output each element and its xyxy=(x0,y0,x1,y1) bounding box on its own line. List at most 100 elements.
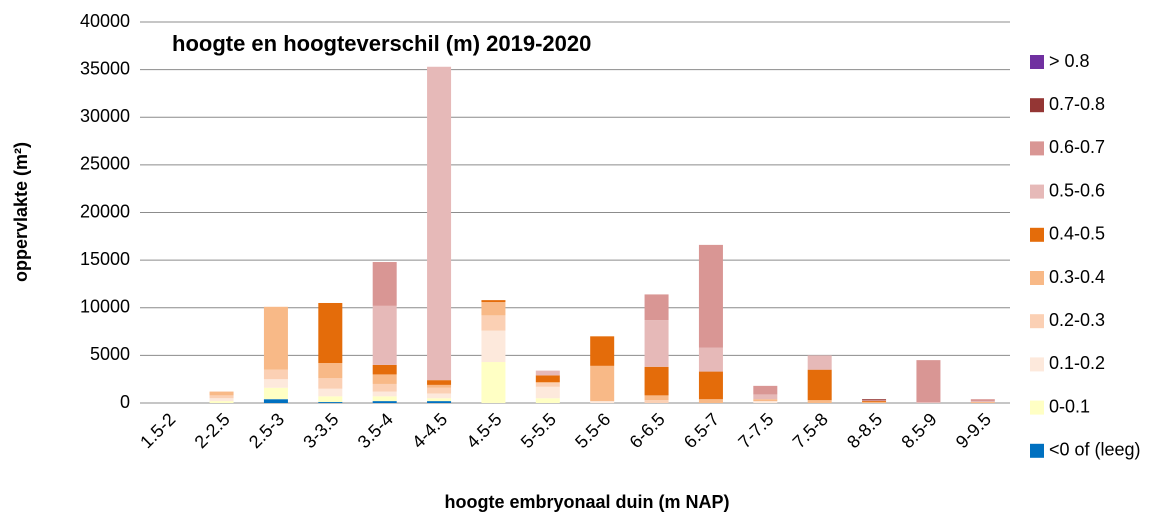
x-tick-label: 1.5-2 xyxy=(136,409,179,452)
bar-segment xyxy=(481,300,506,303)
bar-segment xyxy=(372,364,397,375)
x-tick-label: 7.5-8 xyxy=(789,409,832,452)
x-tick-label: 5.5-6 xyxy=(571,409,614,452)
legend-swatch xyxy=(1030,184,1044,199)
x-tick-label: 8.5-9 xyxy=(897,409,940,452)
bar-segment xyxy=(209,391,234,396)
bar-segment xyxy=(372,401,397,403)
bar-segment xyxy=(263,369,288,380)
x-tick-label: 7-7.5 xyxy=(734,409,777,452)
bar-segment xyxy=(318,302,343,363)
bar-segment xyxy=(970,399,995,402)
legend-swatch xyxy=(1030,227,1044,242)
bar-segment xyxy=(535,398,560,403)
bar-segment xyxy=(970,401,995,403)
bar-segment xyxy=(318,362,343,379)
bar-segment xyxy=(753,394,778,400)
y-tick-label: 25000 xyxy=(80,154,130,174)
bar-segment xyxy=(644,320,669,367)
bar-segment xyxy=(698,244,723,348)
x-tick-label: 3.5-4 xyxy=(354,409,397,452)
bar-segment xyxy=(753,401,778,403)
legend-label: 0.5-0.6 xyxy=(1049,180,1105,200)
x-tick-label: 8-8.5 xyxy=(843,409,886,452)
bar-segment xyxy=(862,400,887,402)
bar-segment xyxy=(427,66,452,381)
bar-segment xyxy=(372,391,397,397)
bar-segment xyxy=(427,387,452,394)
bar-segment xyxy=(427,393,452,399)
bar-segment xyxy=(481,330,506,363)
bar-segment xyxy=(209,401,234,403)
legend-label: <0 of (leeg) xyxy=(1049,440,1141,460)
x-tick-label: 6.5-7 xyxy=(680,409,723,452)
bar-segment xyxy=(481,315,506,331)
y-tick-label: 0 xyxy=(120,392,130,412)
bar-segment xyxy=(644,400,669,403)
bar-segment xyxy=(807,400,832,403)
bar-segment xyxy=(263,379,288,388)
bar-segment xyxy=(427,401,452,403)
y-tick-label: 20000 xyxy=(80,201,130,221)
x-tick-label: 2.5-3 xyxy=(245,409,288,452)
bar-segment xyxy=(916,360,941,403)
bar-segment xyxy=(209,395,234,399)
y-tick-label: 30000 xyxy=(80,106,130,126)
y-tick-label: 35000 xyxy=(80,58,130,78)
bar-segment xyxy=(372,305,397,365)
legend-swatch xyxy=(1030,357,1044,372)
y-tick-label: 5000 xyxy=(90,344,130,364)
x-tick-label: 6-6.5 xyxy=(626,409,669,452)
x-tick-label: 2-2.5 xyxy=(191,409,234,452)
y-axis-label: oppervlakte (m²) xyxy=(11,142,31,282)
bar-segment xyxy=(807,369,832,401)
bar-segment xyxy=(372,396,397,402)
legend-swatch xyxy=(1030,141,1044,156)
legend-label: 0.3-0.4 xyxy=(1049,267,1105,287)
x-tick-label: 5-5.5 xyxy=(517,409,560,452)
bar-segment xyxy=(318,388,343,397)
bar-segment xyxy=(535,375,560,383)
x-axis-label: hoogte embryonaal duin (m NAP) xyxy=(444,492,729,512)
bar-segment xyxy=(263,387,288,400)
legend-label: 0.4-0.5 xyxy=(1049,224,1105,244)
y-tick-label: 15000 xyxy=(80,249,130,269)
bar-segment xyxy=(753,399,778,402)
legend-label: 0.6-0.7 xyxy=(1049,137,1105,157)
bar-segment xyxy=(372,374,397,384)
bar-segment xyxy=(916,402,941,403)
y-tick-label: 40000 xyxy=(80,11,130,31)
bar-segment xyxy=(209,398,234,402)
bar-segment xyxy=(644,366,669,396)
bar-segment xyxy=(372,383,397,392)
x-tick-label: 3-3.5 xyxy=(299,409,342,452)
legend-swatch xyxy=(1030,98,1044,113)
bar-segment xyxy=(263,399,288,403)
bar-segment xyxy=(644,395,669,401)
legend-label: 0.7-0.8 xyxy=(1049,94,1105,114)
bar-segment xyxy=(535,370,560,376)
bar-segment xyxy=(698,347,723,372)
bar-segment xyxy=(481,362,506,403)
bar-segment xyxy=(590,365,615,402)
bar-segment xyxy=(318,396,343,403)
bar-segment xyxy=(318,378,343,389)
bar-segment xyxy=(427,384,452,388)
bar-segment xyxy=(590,336,615,366)
bar-segment xyxy=(862,399,887,401)
bar-segment xyxy=(535,386,560,399)
legend-swatch xyxy=(1030,314,1044,329)
bar-segment xyxy=(753,385,778,395)
x-tick-label: 4-4.5 xyxy=(408,409,451,452)
bar-segment xyxy=(318,402,343,403)
x-tick-label: 4.5-5 xyxy=(462,409,505,452)
legend-label: > 0.8 xyxy=(1049,51,1090,71)
bar-segment xyxy=(590,401,615,403)
legend-swatch xyxy=(1030,443,1044,458)
legend-swatch xyxy=(1030,400,1044,415)
chart-title: hoogte en hoogteverschil (m) 2019-2020 xyxy=(172,31,591,56)
bar-segment xyxy=(970,402,995,403)
legend-label: 0.1-0.2 xyxy=(1049,353,1105,373)
bar-segment xyxy=(698,399,723,403)
